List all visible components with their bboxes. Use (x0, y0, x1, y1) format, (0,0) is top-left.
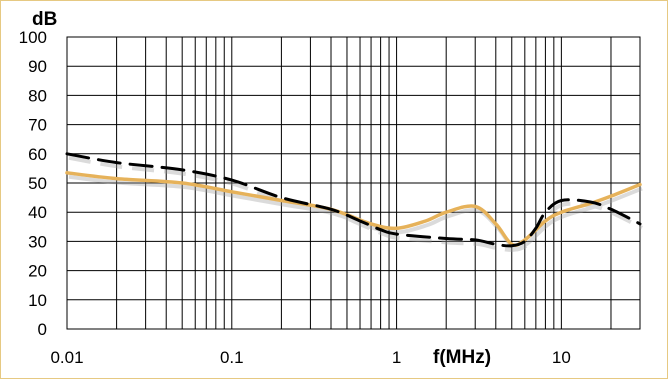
x-tick-label: 0.1 (220, 348, 244, 367)
series-shadow (68, 174, 643, 252)
x-tick-labels: 0.01 0.1 1 10 (50, 348, 570, 367)
y-tick-label: 70 (28, 116, 47, 135)
series-line-dashed (65, 152, 642, 248)
x-axis-label: f(MHz) (433, 347, 491, 368)
y-tick-label: 60 (28, 145, 47, 164)
y-tick-label: 30 (28, 232, 47, 251)
series-shadows (68, 155, 643, 252)
y-tick-label: 10 (28, 291, 47, 310)
x-tick-label: 1 (392, 348, 401, 367)
y-tick-label: 40 (28, 203, 47, 222)
series-shadow (68, 155, 643, 252)
y-tick-label: 0 (38, 320, 47, 339)
y-tick-label: 80 (28, 86, 47, 105)
x-tick-label: 10 (552, 348, 571, 367)
y-tick-label: 100 (19, 28, 47, 47)
x-tick-label: 0.01 (50, 348, 83, 367)
y-tick-label: 90 (28, 57, 47, 76)
grid (66, 36, 641, 330)
y-axis-label: dB (32, 9, 57, 30)
y-tick-label: 20 (28, 262, 47, 281)
series-layer (65, 152, 643, 252)
series-line-solid (65, 171, 642, 248)
y-tick-labels: 0 10 20 30 40 50 60 70 80 90 100 (19, 28, 47, 339)
y-tick-label: 50 (28, 174, 47, 193)
